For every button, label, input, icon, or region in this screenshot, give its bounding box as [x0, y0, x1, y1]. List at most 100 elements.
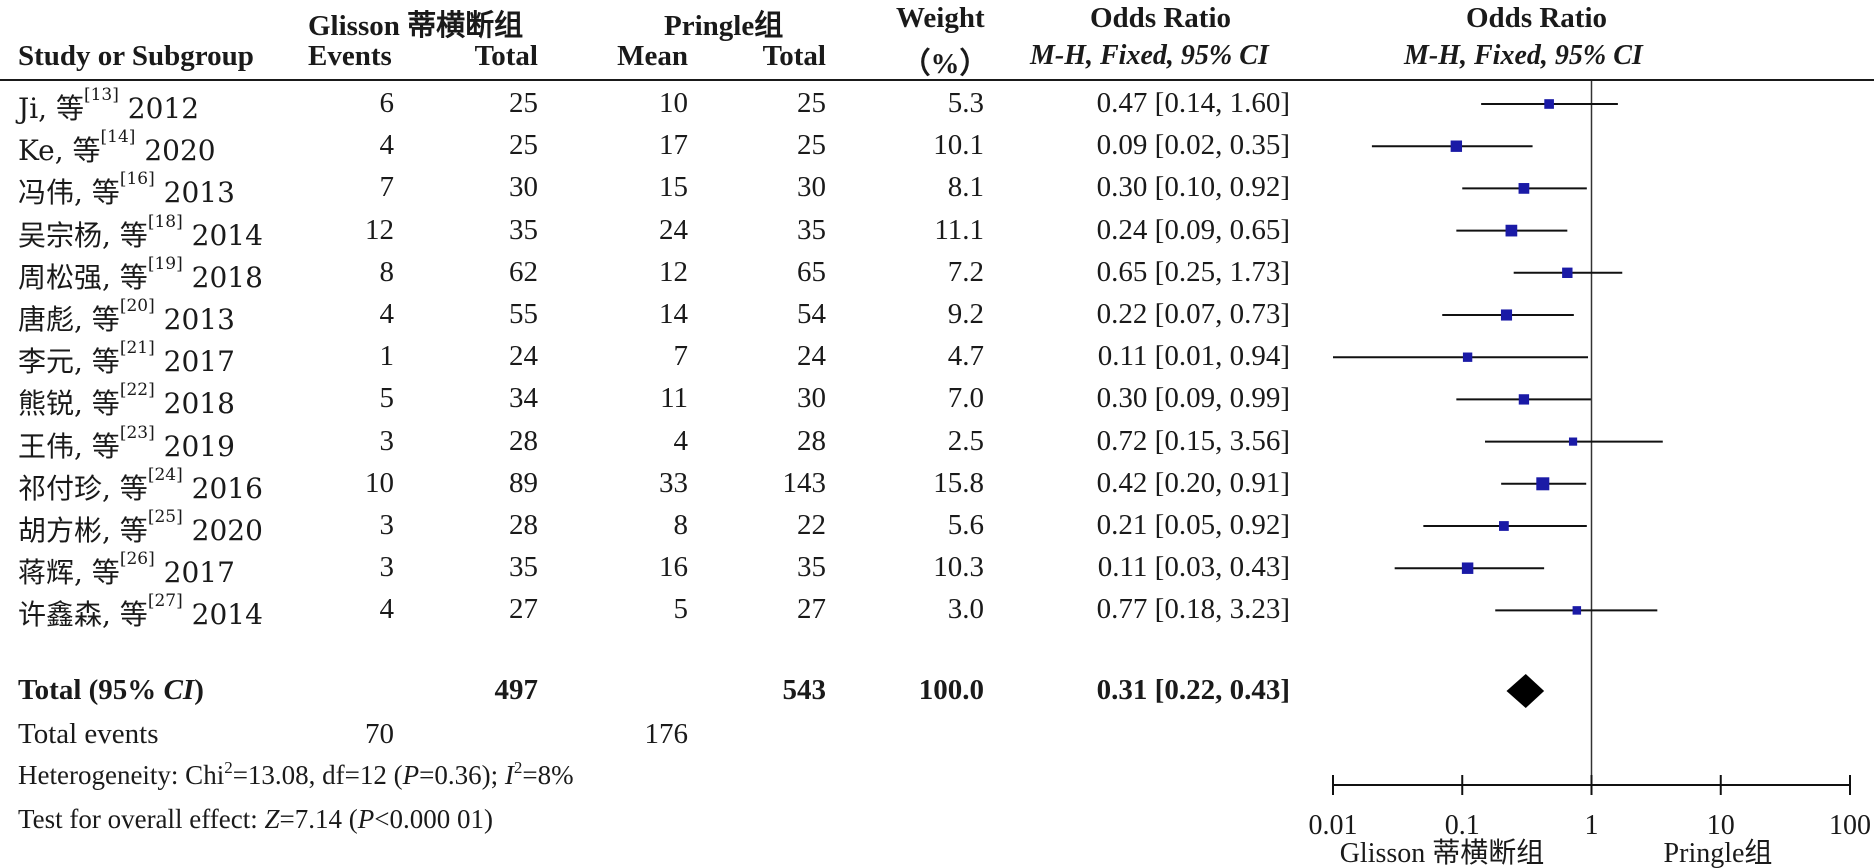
- total-events-group2: 176: [644, 718, 689, 750]
- study-events1: 4: [379, 129, 395, 161]
- study-total2: 22: [797, 509, 826, 541]
- study-weight: 10.3: [933, 551, 984, 583]
- header-rule: [0, 79, 1874, 81]
- study-year: 2020: [191, 514, 263, 547]
- study-mean2: 8: [673, 509, 689, 541]
- effect-square: [1572, 606, 1582, 615]
- study-author: Ke, 等: [18, 134, 101, 167]
- study-total2: 28: [797, 425, 826, 457]
- effect-square: [1518, 394, 1530, 405]
- study-events1: 5: [379, 382, 395, 414]
- study-total2: 35: [797, 551, 826, 583]
- study-weight: 9.2: [947, 298, 984, 330]
- weight-header: Weight: [896, 2, 985, 34]
- study-ref: [24]: [147, 465, 183, 485]
- study-author: 熊锐, 等: [18, 387, 120, 420]
- study-author: 王伟, 等: [18, 430, 120, 463]
- study-year: 2020: [144, 134, 216, 167]
- total-events-group1: 70: [365, 718, 394, 750]
- study-total2: 30: [797, 382, 826, 414]
- study-mean2: 5: [673, 593, 689, 625]
- study-total2: 54: [797, 298, 826, 330]
- study-name: Ke, 等[14] 2020: [18, 127, 216, 169]
- study-ref: [27]: [147, 591, 183, 611]
- plot-method: M-H, Fixed, 95% CI: [1404, 40, 1643, 71]
- x-tick-label: 1: [1585, 810, 1599, 841]
- effect-square: [1536, 477, 1550, 491]
- study-weight: 2.5: [947, 425, 984, 457]
- study-or: 0.21 [0.05, 0.92]: [1096, 509, 1290, 541]
- study-events1: 3: [379, 425, 395, 457]
- study-author: 蒋辉, 等: [18, 556, 120, 589]
- study-or: 0.11 [0.01, 0.94]: [1097, 340, 1290, 372]
- study-year: 2017: [163, 556, 235, 589]
- effect-square: [1568, 437, 1578, 446]
- total1-column-header: Total: [474, 40, 538, 72]
- study-name: 许鑫森, 等[27] 2014: [18, 591, 263, 633]
- mean-column-header: Mean: [617, 40, 688, 72]
- study-weight: 11.1: [934, 214, 984, 246]
- study-ref: [23]: [119, 423, 155, 443]
- study-author: 唐彪, 等: [18, 303, 120, 336]
- study-author: 李元, 等: [18, 345, 120, 378]
- study-year: 2016: [191, 472, 263, 505]
- study-or: 0.30 [0.09, 0.99]: [1096, 382, 1290, 414]
- study-weight: 15.8: [933, 467, 984, 499]
- study-total1: 89: [509, 467, 538, 499]
- axis-left-label: Glisson 蒂横断组: [1340, 837, 1545, 868]
- study-total2: 25: [797, 87, 826, 119]
- study-name: 唐彪, 等[20] 2013: [18, 296, 235, 338]
- total-row-total1: 497: [494, 674, 539, 706]
- study-events1: 8: [379, 256, 395, 288]
- study-author: 许鑫森, 等: [18, 598, 148, 631]
- study-total2: 143: [782, 467, 827, 499]
- study-year: 2019: [163, 430, 235, 463]
- study-weight: 8.1: [947, 171, 984, 203]
- study-weight: 3.0: [947, 593, 984, 625]
- study-mean2: 24: [659, 214, 688, 246]
- study-author: 祁付珍, 等: [18, 472, 148, 505]
- study-year: 2018: [191, 261, 263, 294]
- study-ref: [19]: [147, 254, 183, 274]
- study-name: 胡方彬, 等[25] 2020: [18, 507, 263, 549]
- study-name: 熊锐, 等[22] 2018: [18, 380, 235, 422]
- pct-column-header: （%）: [901, 48, 989, 80]
- study-events1: 6: [379, 87, 395, 119]
- study-or: 0.72 [0.15, 3.56]: [1096, 425, 1290, 457]
- study-total1: 28: [509, 509, 538, 541]
- events-column-header: Events: [308, 40, 392, 72]
- study-total2: 25: [797, 129, 826, 161]
- study-total1: 55: [509, 298, 538, 330]
- study-author: 周松强, 等: [18, 261, 148, 294]
- study-ref: [20]: [119, 296, 155, 316]
- study-mean2: 12: [659, 256, 688, 288]
- study-events1: 4: [379, 593, 395, 625]
- axis-right-label: Pringle组: [1664, 837, 1773, 868]
- study-total1: 62: [509, 256, 538, 288]
- study-name: 蒋辉, 等[26] 2017: [18, 549, 235, 591]
- study-year: 2018: [163, 387, 235, 420]
- study-events1: 3: [379, 551, 395, 583]
- study-weight: 7.0: [947, 382, 984, 414]
- study-year: 2014: [191, 598, 263, 631]
- effect-square: [1518, 183, 1530, 194]
- total-row-total2: 543: [782, 674, 827, 706]
- study-events1: 12: [365, 214, 394, 246]
- study-author: Ji, 等: [18, 92, 84, 125]
- study-mean2: 14: [659, 298, 688, 330]
- study-events1: 3: [379, 509, 395, 541]
- study-mean2: 11: [660, 382, 688, 414]
- heterogeneity-text: Heterogeneity: Chi2=13.08, df=12 (P=0.36…: [18, 758, 574, 790]
- study-ref: [16]: [119, 169, 155, 189]
- study-events1: 7: [379, 171, 395, 203]
- study-weight: 4.7: [947, 340, 984, 372]
- study-ref: [25]: [147, 507, 183, 527]
- study-name: 李元, 等[21] 2017: [18, 338, 235, 380]
- study-or: 0.30 [0.10, 0.92]: [1096, 171, 1290, 203]
- plot-title: Odds Ratio: [1466, 2, 1608, 34]
- study-ref: [21]: [119, 338, 155, 358]
- study-name: 祁付珍, 等[24] 2016: [18, 465, 263, 507]
- study-year: 2017: [163, 345, 235, 378]
